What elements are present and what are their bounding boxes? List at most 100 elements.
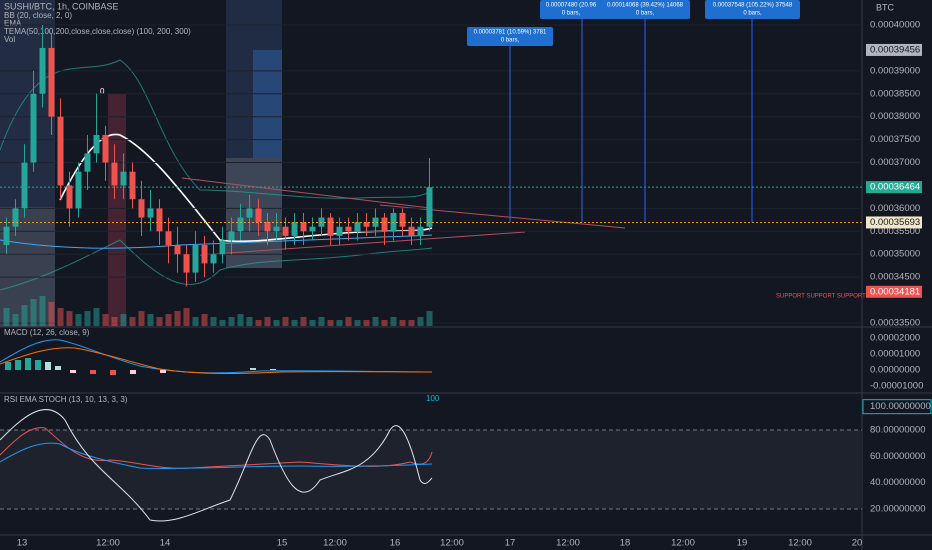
- volume-bar: [372, 317, 379, 326]
- volume-bar: [21, 305, 28, 326]
- candle-body: [210, 254, 217, 264]
- measure-box: [705, 0, 800, 19]
- volume-bar: [129, 317, 136, 326]
- candle-body: [57, 116, 64, 186]
- volume-bar: [120, 314, 127, 326]
- volume-bar: [156, 317, 163, 326]
- candle-body: [156, 208, 163, 232]
- measure-text: 0 bars,: [636, 11, 655, 17]
- measure-text: 0 bars,: [562, 11, 581, 17]
- bb-lower: [0, 239, 433, 291]
- volume-bar: [201, 314, 208, 326]
- volume-bar: [210, 317, 217, 326]
- candle-body: [372, 217, 379, 227]
- rsi-tick-label: 20.00000000: [870, 504, 925, 515]
- rsi-tick-label: 40.00000000: [870, 477, 925, 488]
- candle-body: [183, 254, 190, 273]
- volume-bar: [291, 320, 298, 326]
- rsi-level: 100: [426, 394, 440, 403]
- measure-text: 0 bars,: [743, 11, 762, 17]
- volume-bar: [381, 320, 388, 326]
- time-tick-label: 12:00: [671, 538, 695, 549]
- price-marker: [866, 285, 922, 298]
- pane-title: RSI EMA STOCH (13, 10, 13, 3, 3): [4, 395, 128, 404]
- support-label: SUPPORT SUPPORT SUPPORT: [776, 294, 866, 300]
- time-tick-label: 12:00: [323, 538, 347, 549]
- measure-box: [540, 0, 602, 19]
- time-tick-label: 13: [17, 538, 28, 549]
- zone: [108, 94, 126, 327]
- price-tick-label: 0.00040000: [870, 20, 920, 31]
- volume-bar: [183, 308, 190, 326]
- candle-body: [237, 217, 244, 232]
- macd-tick-label: 0.00002000: [870, 333, 920, 344]
- candle-body: [138, 199, 145, 218]
- price-tick-label: 0.00039000: [870, 65, 920, 76]
- candle-body: [309, 226, 316, 232]
- volume-bar: [39, 296, 46, 326]
- volume-bar: [57, 308, 64, 326]
- volume-bar: [246, 317, 253, 326]
- time-tick-label: 19: [737, 538, 748, 549]
- candle-body: [84, 153, 91, 172]
- candle-body: [300, 222, 307, 232]
- candle-body: [102, 135, 109, 163]
- price-tick-label: 0.00038500: [870, 88, 920, 99]
- candle-body: [129, 171, 136, 200]
- candle-body: [345, 226, 352, 232]
- indicator-label: EMA: [4, 19, 22, 28]
- volume-bar: [282, 317, 289, 326]
- candle-body: [264, 222, 271, 232]
- volume-bar: [147, 314, 154, 326]
- candle-body: [201, 245, 208, 264]
- rsi-tick-label: 100.00000000: [870, 401, 931, 412]
- candle-body: [3, 226, 10, 246]
- candle-body: [165, 231, 172, 246]
- candle-body: [426, 187, 433, 227]
- measure-text: 0.00037548 (105.22%) 37548: [713, 3, 793, 9]
- time-tick-label: 12:00: [788, 538, 812, 549]
- candle-body: [282, 226, 289, 236]
- volume-bar: [390, 317, 397, 326]
- symbol-title: SUSHI/BTC, 1h, COINBASE: [4, 1, 119, 11]
- price-tick-label: 0.00035000: [870, 249, 920, 260]
- volume-bar: [138, 311, 145, 326]
- volume-bar: [399, 320, 406, 326]
- volume-bar: [84, 311, 91, 326]
- volume-bar: [219, 320, 226, 326]
- candle-body: [93, 135, 100, 154]
- macd-tick-label: 0.00001000: [870, 349, 920, 360]
- volume-bar: [228, 317, 235, 326]
- indicator-label: BB (20, close, 2, 0): [4, 11, 72, 20]
- price-marker-label: 0.00034181: [870, 286, 920, 297]
- candle-body: [246, 208, 253, 218]
- candle-body: [228, 231, 235, 241]
- volume-bar: [237, 314, 244, 326]
- price-marker-label: 0.00035693: [870, 217, 920, 228]
- volume-bar: [192, 317, 199, 326]
- volume-bar: [111, 317, 118, 326]
- rsi-ema-line: [0, 442, 433, 470]
- time-tick-label: 16: [390, 538, 401, 549]
- volume-bar: [354, 320, 361, 326]
- pivot-label: 0: [100, 87, 105, 96]
- macd-tick-label: 0.00000000: [870, 365, 920, 376]
- volume-bar: [93, 308, 100, 326]
- candle-body: [120, 171, 127, 186]
- volume-bar: [12, 314, 19, 326]
- candle-body: [408, 226, 415, 236]
- candle-body: [21, 162, 28, 209]
- time-tick-label: 17: [505, 538, 516, 549]
- candle-body: [327, 217, 334, 236]
- candle-body: [255, 208, 262, 223]
- price-tick-label: 0.00036000: [870, 203, 920, 214]
- candle-body: [417, 226, 424, 236]
- measure-text: 0 bars,: [501, 38, 520, 44]
- candle-body: [273, 226, 280, 232]
- macd-histogram: [5, 358, 276, 375]
- candle-body: [48, 47, 55, 117]
- price-marker-label: 0.00039456: [870, 44, 920, 55]
- time-tick-label: 12:00: [440, 538, 464, 549]
- zone: [253, 50, 282, 158]
